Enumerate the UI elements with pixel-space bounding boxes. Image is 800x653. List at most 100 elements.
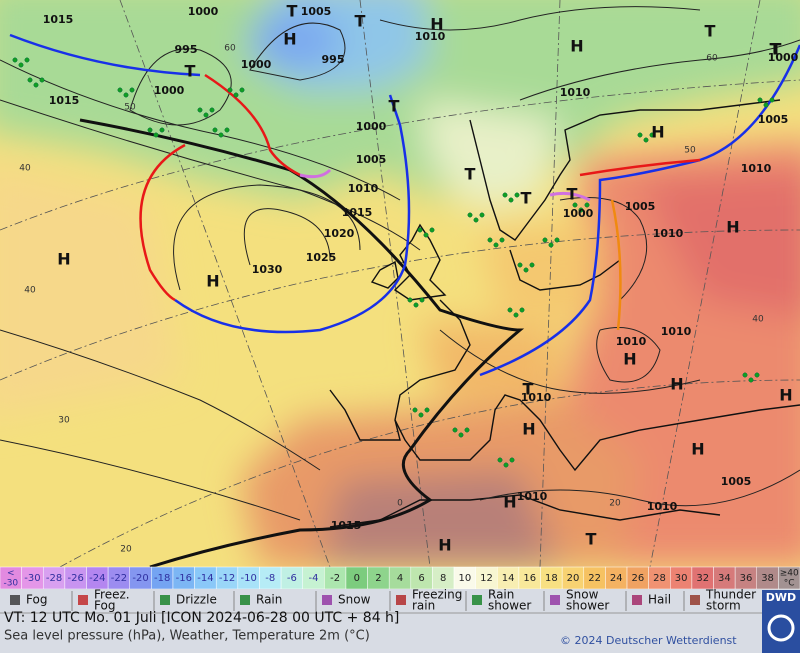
scale-label: -12: [219, 573, 235, 584]
weather-label: Thunder: [705, 588, 756, 602]
rain-symbol: [218, 132, 224, 138]
rain-symbol: [423, 232, 429, 238]
rain-symbol: [24, 57, 30, 63]
rain-symbol: [418, 412, 424, 418]
rain-symbol: [473, 217, 479, 223]
rain-symbol: [233, 92, 239, 98]
isobar-label: 1005: [758, 113, 789, 126]
grid-label: 40: [19, 164, 31, 174]
scale-label: -14: [197, 573, 213, 584]
rain-symbol: [33, 82, 39, 88]
weather-label: Hail: [648, 593, 671, 607]
scale-label: 36: [740, 573, 753, 584]
pressure-center: T: [705, 22, 716, 41]
scale-label: 12: [480, 573, 493, 584]
scale-label: -28: [46, 573, 62, 584]
isobar-label: 1000: [154, 84, 185, 97]
rain-symbol: [503, 462, 509, 468]
rain-symbol: [12, 57, 18, 63]
rain-symbol: [497, 457, 503, 463]
pressure-center: H: [726, 218, 739, 237]
rain-symbol: [39, 77, 45, 83]
scale-label: 38: [761, 573, 774, 584]
weather-label: Fog: [94, 599, 115, 613]
rain-symbol: [452, 427, 458, 433]
isobar-label: 1005: [625, 200, 656, 213]
pressure-center: T: [465, 165, 476, 184]
isobar-label: 1025: [306, 251, 337, 264]
isobar-label: 1010: [560, 86, 591, 99]
weather-icon: [632, 595, 642, 605]
rain-symbol: [147, 127, 153, 133]
isobar-label: 1005: [356, 153, 387, 166]
scale-label: -10: [240, 573, 256, 584]
rain-symbol: [458, 432, 464, 438]
pressure-center: H: [522, 420, 535, 439]
weather-icon: [78, 595, 88, 605]
isobar-label: 1015: [342, 206, 373, 219]
pressure-center: H: [438, 536, 451, 555]
pressure-center: T: [586, 530, 597, 549]
scale-label: 26: [631, 573, 644, 584]
scale-label: -2: [330, 573, 340, 584]
rain-symbol: [27, 77, 33, 83]
scale-label: <: [7, 569, 15, 579]
pressure-center: T: [355, 12, 366, 31]
scale-label: -22: [111, 573, 127, 584]
weather-icon: [160, 595, 170, 605]
logo-text: DWD: [766, 591, 796, 604]
pressure-center: T: [389, 97, 400, 116]
scale-label: °C: [784, 579, 795, 589]
scale-label: -20: [132, 573, 148, 584]
scale-label: -26: [68, 573, 84, 584]
pressure-center: H: [670, 375, 683, 394]
scale-label: 14: [502, 573, 515, 584]
weather-icon: [550, 595, 560, 605]
pressure-center: T: [521, 189, 532, 208]
weather-label: Freez.: [94, 588, 130, 602]
temperature-scale: <-30 -30 -28 -26 -24 -22 -20 -18 -16 -14 -12 -10 -8-…: [0, 566, 800, 590]
pressure-center: H: [503, 493, 516, 512]
rain-symbol: [159, 127, 165, 133]
rain-symbol: [748, 377, 754, 383]
scale-label: 32: [696, 573, 709, 584]
scale-label: 8: [440, 573, 446, 584]
weather-icon: [322, 595, 332, 605]
grid-label: 30: [58, 416, 70, 426]
grid-label: 40: [24, 286, 36, 296]
isobar-label: 1000: [356, 120, 387, 133]
rain-symbol: [413, 302, 419, 308]
isobar-label: 995: [322, 53, 345, 66]
pressure-center: T: [185, 62, 196, 81]
weather-icon: [472, 595, 482, 605]
scale-label: 28: [653, 573, 666, 584]
scale-label: -8: [265, 573, 275, 584]
isobar-label: 1000: [563, 207, 594, 220]
rain-symbol: [203, 112, 209, 118]
rain-symbol: [742, 372, 748, 378]
weather-label: Freezing: [412, 588, 462, 602]
isobar-label: 1010: [661, 325, 692, 338]
isobar-label: 1010: [741, 162, 772, 175]
valid-time: VT: 12 UTC Mo. 01 Juli [ICON 2024-06-28 …: [4, 610, 399, 626]
scale-label: -4: [309, 573, 319, 584]
pressure-center: H: [691, 440, 704, 459]
rain-symbol: [493, 242, 499, 248]
scale-label: -6: [287, 573, 297, 584]
rain-symbol: [479, 212, 485, 218]
scale-label: 30: [675, 573, 688, 584]
rain-symbol: [529, 262, 535, 268]
pressure-center: H: [651, 123, 664, 142]
isobar-label: 1010: [415, 30, 446, 43]
rain-symbol: [519, 307, 525, 313]
rain-symbol: [584, 202, 590, 208]
grid-label: 60: [224, 44, 236, 54]
rain-symbol: [18, 62, 24, 68]
scale-label: 2: [375, 573, 381, 584]
weather-icon: [396, 595, 406, 605]
pressure-center: T: [523, 380, 534, 399]
rain-symbol: [209, 107, 215, 113]
weather-icon: [240, 595, 250, 605]
